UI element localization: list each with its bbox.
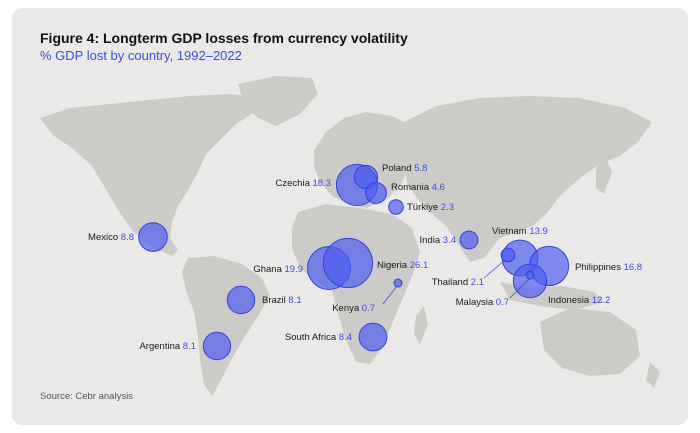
bubble-south-africa (358, 322, 388, 352)
bubble-thailand (500, 247, 516, 263)
label-malaysia: Malaysia 0.7 (456, 297, 509, 308)
label-india: India 3.4 (420, 235, 456, 246)
bubble-india (459, 230, 479, 250)
bubble-poland (353, 164, 379, 190)
land-greenland (238, 76, 318, 126)
land-new-zealand (646, 362, 660, 388)
leader-lines (382, 259, 530, 305)
label-south-africa: South Africa 8.4 (285, 332, 352, 343)
chart-title: Figure 4: Longterm GDP losses from curre… (40, 30, 408, 46)
chart-subtitle: % GDP lost by country, 1992–2022 (40, 48, 242, 63)
land-asia (404, 96, 652, 262)
label-argentina: Argentina 8.1 (139, 341, 196, 352)
bubble-indonesia (512, 263, 548, 299)
label-mexico: Mexico 8.8 (88, 232, 134, 243)
land-north-america (40, 94, 262, 256)
label-ghana: Ghana 19.9 (253, 264, 303, 275)
source-note: Source: Cebr analysis (40, 391, 133, 402)
label-brazil: Brazil 8.1 (262, 295, 302, 306)
label-romania: Romania 4.6 (391, 182, 445, 193)
leader-thailand (483, 259, 506, 279)
bubble-kenya (393, 278, 403, 288)
land-masses (40, 76, 660, 396)
label-indonesia: Indonesia 12.2 (548, 295, 610, 306)
label-czechia: Czechia 18.3 (276, 178, 331, 189)
label-philippines: Philippines 16.8 (575, 262, 642, 273)
leader-malaysia (509, 278, 530, 299)
leader-kenya (382, 285, 398, 305)
bubble-argentina (202, 331, 232, 361)
bubble-malaysia (525, 270, 535, 280)
land-australia (540, 308, 640, 376)
label-kenya: Kenya 0.7 (332, 303, 375, 314)
label-vietnam: Vietnam 13.9 (492, 226, 548, 237)
country-labels: Poland 5.8 Czechia 18.3 Romania 4.6 Türk… (88, 163, 642, 352)
bubble-turkiye (388, 199, 404, 215)
label-turkiye: Türkiye 2.3 (407, 202, 454, 213)
bubble-romania (365, 182, 387, 204)
land-japan (596, 158, 612, 194)
bubble-mexico (138, 222, 168, 252)
bubbles (138, 163, 570, 361)
land-south-america (182, 256, 270, 396)
label-poland: Poland 5.8 (382, 163, 427, 174)
bubble-nigeria (322, 237, 374, 289)
label-nigeria: Nigeria 26.1 (377, 260, 428, 271)
label-thailand: Thailand 2.1 (432, 277, 484, 288)
bubble-brazil (226, 285, 256, 315)
land-madagascar (414, 306, 428, 344)
